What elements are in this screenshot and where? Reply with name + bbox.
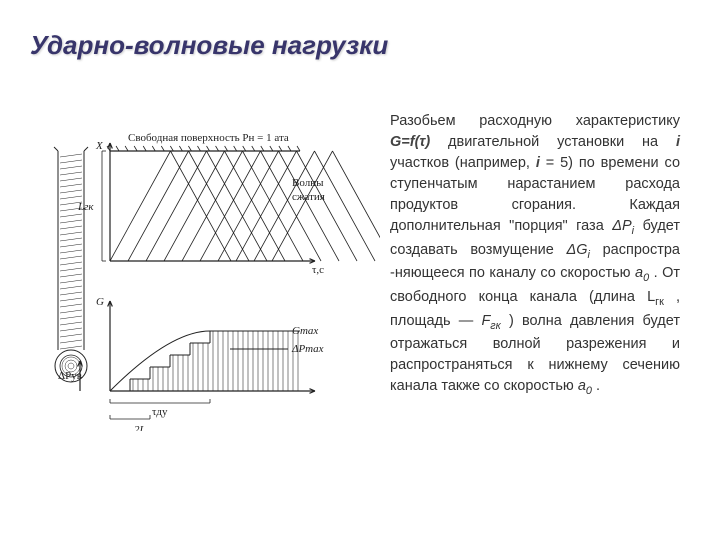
diagram-svg: Xτ,с Свободная поверхность Pн = 1 ата Волн…: [40, 111, 380, 431]
body-text: Разобьем расходную характеристику G=f(τ)…: [380, 111, 680, 400]
t: гк: [655, 296, 664, 308]
t: 0: [586, 385, 592, 397]
t: ΔP: [612, 218, 631, 234]
svg-text:Lгк: Lгк: [77, 201, 94, 213]
var-i2: i: [536, 155, 540, 171]
t: участков (например,: [390, 155, 536, 171]
diagram-area: Xτ,с Свободная поверхность Pн = 1 ата Волн…: [40, 111, 380, 436]
slide: Ударно-волновые нагрузки Xτ,с Свободная п…: [0, 0, 720, 540]
content-row: Xτ,с Свободная поверхность Pн = 1 ата Волн…: [40, 111, 680, 436]
dP: ΔPi: [612, 218, 634, 234]
svg-text:G: G: [96, 296, 104, 308]
t: двигательной установки на: [448, 134, 676, 150]
t: a: [578, 378, 586, 394]
a0: a0: [635, 265, 649, 281]
svg-text:Свободная поверхность Pн = 1 а: Свободная поверхность Pн = 1 ата: [128, 132, 289, 144]
svg-text:2L: 2L: [134, 424, 146, 431]
svg-text:Gmax: Gmax: [292, 325, 318, 337]
svg-text:τ =: τ =: [110, 430, 124, 431]
svg-text:сжатия: сжатия: [292, 191, 325, 203]
eq-Gf: G=f(τ): [390, 134, 430, 150]
t: Разобьем расходную характеристику: [390, 113, 680, 129]
t: 0: [643, 272, 649, 284]
svg-text:τду: τду: [152, 406, 168, 418]
text-line: Разобьем расходную характеристику G=f(τ)…: [390, 113, 680, 394]
dG: ΔGi: [566, 242, 589, 258]
svg-text:τ,с: τ,с: [312, 264, 324, 276]
t: F: [481, 313, 490, 329]
var-i: i: [676, 134, 680, 150]
slide-title: Ударно-волновые нагрузки: [30, 30, 680, 61]
svg-text:ΔPmax: ΔPmax: [291, 343, 324, 355]
F: Fгк: [481, 313, 500, 329]
t: .: [596, 378, 600, 394]
t: a: [635, 265, 643, 281]
t: ΔG: [566, 242, 587, 258]
t: гк: [490, 320, 500, 332]
t: i: [588, 249, 590, 261]
t: i: [632, 225, 634, 237]
a0b: a0: [578, 378, 592, 394]
svg-text:Волны: Волны: [292, 177, 324, 189]
svg-text:X: X: [95, 140, 104, 152]
